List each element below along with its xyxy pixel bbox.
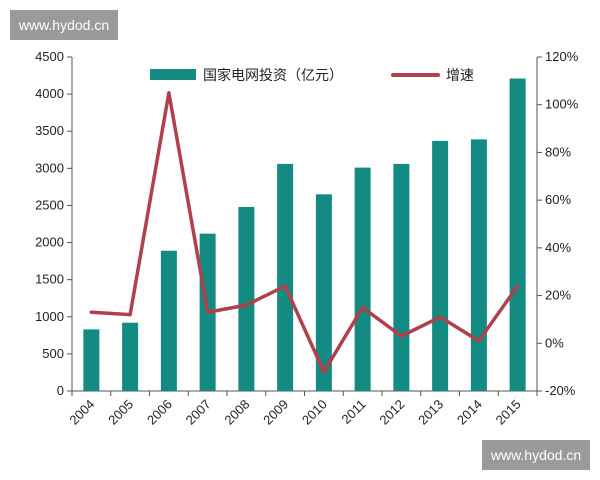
y-left-tick-label: 2500 (35, 197, 64, 212)
y-left-tick-label: 2000 (35, 235, 64, 250)
bar (238, 206, 255, 391)
line-series (89, 91, 520, 374)
y-right-tick-label: 100% (545, 97, 579, 112)
x-tick-label: 2008 (221, 397, 252, 428)
x-tick-label: 2014 (454, 397, 485, 428)
y-left-tick-label: 1000 (35, 309, 64, 324)
bar (470, 139, 487, 391)
bar (83, 329, 100, 391)
bar (277, 163, 294, 391)
y-right-tick-label: 0% (545, 335, 564, 350)
y-left-tick-label: 4000 (35, 86, 64, 101)
bar (122, 322, 139, 391)
x-tick-label: 2013 (415, 397, 446, 428)
x-tick-label: 2007 (183, 397, 214, 428)
x-tick-label: 2010 (299, 397, 330, 428)
y-left-tick-label: 1500 (35, 272, 64, 287)
bar (160, 250, 177, 391)
axes (67, 56, 542, 396)
y-left-tick-label: 500 (42, 346, 64, 361)
y-left-tick-label: 3000 (35, 160, 64, 175)
bar (354, 167, 371, 391)
bar (509, 78, 526, 391)
x-tick-label: 2005 (105, 397, 136, 428)
x-tick-label: 2015 (493, 397, 524, 428)
y-right-tick-label: 80% (545, 144, 571, 159)
bar (432, 140, 449, 391)
y-left-tick-label: 3500 (35, 123, 64, 138)
tick-labels: 0 500 1000 1500 2000 2500 3000 3500 4000 4500 -20%… (35, 49, 579, 428)
legend: 国家电网投资（亿元） 增速 (150, 67, 474, 84)
y-right-tick-label: 120% (545, 49, 579, 64)
watermark-bottom: www.hydod.cn (482, 440, 590, 470)
x-tick-label: 2012 (376, 397, 407, 428)
bar (315, 194, 332, 391)
legend-label-investment: 国家电网投资（亿元） (203, 67, 343, 84)
legend-swatch-bar (150, 69, 196, 80)
watermark-top: www.hydod.cn (10, 10, 118, 40)
x-tick-label: 2009 (260, 397, 291, 428)
x-tick-label: 2011 (338, 397, 368, 427)
bar (393, 163, 410, 391)
y-right-tick-label: -20% (545, 383, 576, 398)
growth-line (89, 91, 520, 374)
y-right-tick-label: 60% (545, 192, 571, 207)
x-tick-label: 2006 (144, 397, 175, 428)
y-right-tick-label: 40% (545, 240, 571, 255)
legend-label-growth: 增速 (446, 68, 474, 84)
y-right-tick-label: 20% (545, 288, 571, 303)
y-left-tick-label: 0 (57, 383, 64, 398)
x-tick-label: 2004 (66, 397, 97, 428)
y-left-tick-label: 4500 (35, 49, 64, 64)
bar-series (83, 78, 526, 391)
